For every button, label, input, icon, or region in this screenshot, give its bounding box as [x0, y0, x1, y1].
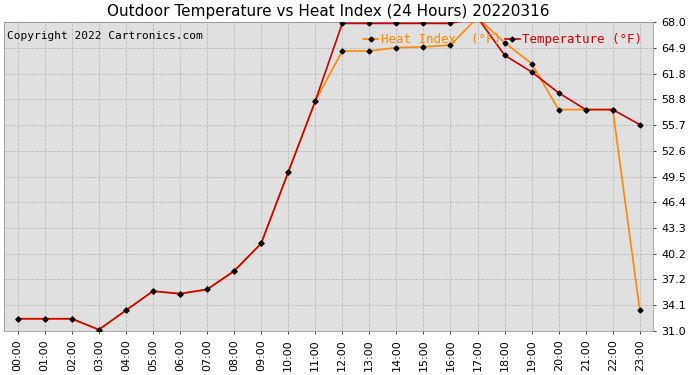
Temperature (°F) [392, 21, 400, 26]
Temperature (°F) [230, 269, 238, 273]
Temperature (°F) [68, 316, 76, 321]
Temperature (°F) [500, 53, 509, 57]
Line: Temperature (°F): Temperature (°F) [16, 16, 642, 332]
Heat Index  (°F) [68, 316, 76, 321]
Heat Index  (°F) [446, 43, 455, 47]
Text: Copyright 2022 Cartronics.com: Copyright 2022 Cartronics.com [8, 31, 203, 41]
Heat Index  (°F) [500, 40, 509, 45]
Heat Index  (°F) [257, 241, 265, 246]
Temperature (°F) [41, 316, 49, 321]
Heat Index  (°F) [311, 99, 319, 104]
Temperature (°F) [311, 99, 319, 104]
Heat Index  (°F) [14, 316, 22, 321]
Temperature (°F) [609, 107, 617, 112]
Temperature (°F) [446, 21, 455, 26]
Legend: Heat Index  (°F), Temperature (°F): Heat Index (°F), Temperature (°F) [358, 28, 647, 51]
Heat Index  (°F) [176, 291, 184, 296]
Temperature (°F) [555, 91, 563, 95]
Temperature (°F) [203, 287, 211, 292]
Heat Index  (°F) [582, 107, 590, 112]
Heat Index  (°F) [338, 49, 346, 53]
Heat Index  (°F) [365, 49, 373, 53]
Temperature (°F) [420, 21, 428, 26]
Temperature (°F) [365, 21, 373, 26]
Heat Index  (°F) [392, 45, 400, 50]
Temperature (°F) [95, 327, 103, 332]
Heat Index  (°F) [473, 15, 482, 20]
Heat Index  (°F) [149, 289, 157, 293]
Heat Index  (°F) [41, 316, 49, 321]
Heat Index  (°F) [609, 107, 617, 112]
Temperature (°F) [284, 170, 293, 175]
Heat Index  (°F) [203, 287, 211, 292]
Temperature (°F) [176, 291, 184, 296]
Title: Outdoor Temperature vs Heat Index (24 Hours) 20220316: Outdoor Temperature vs Heat Index (24 Ho… [108, 4, 550, 19]
Heat Index  (°F) [555, 107, 563, 112]
Temperature (°F) [338, 21, 346, 26]
Temperature (°F) [257, 241, 265, 246]
Heat Index  (°F) [95, 327, 103, 332]
Line: Heat Index  (°F): Heat Index (°F) [16, 16, 642, 332]
Temperature (°F) [149, 289, 157, 293]
Temperature (°F) [14, 316, 22, 321]
Temperature (°F) [121, 308, 130, 313]
Heat Index  (°F) [121, 308, 130, 313]
Temperature (°F) [582, 107, 590, 112]
Heat Index  (°F) [635, 308, 644, 313]
Temperature (°F) [527, 70, 535, 74]
Temperature (°F) [473, 15, 482, 20]
Heat Index  (°F) [284, 170, 293, 175]
Heat Index  (°F) [420, 45, 428, 49]
Temperature (°F) [635, 122, 644, 127]
Heat Index  (°F) [230, 269, 238, 273]
Heat Index  (°F) [527, 61, 535, 66]
